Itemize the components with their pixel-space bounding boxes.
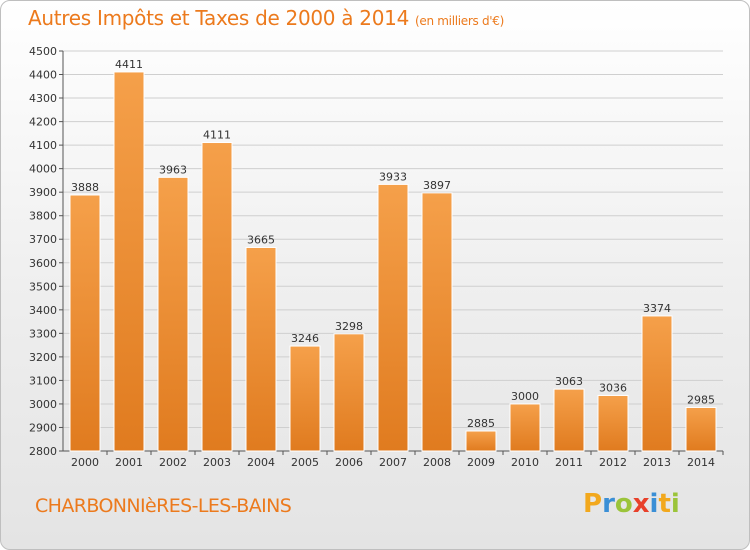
- data-label-2003: 4111: [203, 129, 231, 142]
- logo-letter: t: [658, 489, 671, 519]
- x-tick-label: 2002: [159, 456, 187, 469]
- y-tick-label: 4100: [29, 139, 57, 152]
- y-tick-label: 3700: [29, 233, 57, 246]
- bar-2004: [245, 246, 277, 452]
- bar-2008: [421, 192, 453, 452]
- data-label-2001: 4411: [115, 58, 143, 71]
- x-tick-label: 2013: [643, 456, 671, 469]
- y-tick-label: 4300: [29, 92, 57, 105]
- bar-2005: [289, 345, 321, 452]
- proxiti-logo[interactable]: Proxiti: [583, 489, 680, 519]
- data-label-2007: 3933: [379, 170, 407, 183]
- logo-letter: o: [614, 489, 633, 519]
- y-tick-label: 3200: [29, 351, 57, 364]
- y-tick-label: 3100: [29, 374, 57, 387]
- logo-letter: r: [602, 489, 615, 519]
- data-label-2014: 2985: [687, 393, 715, 406]
- bar-2011: [553, 388, 585, 452]
- data-label-2009: 2885: [467, 417, 495, 430]
- bar-2010: [509, 403, 541, 452]
- x-tick-label: 2000: [71, 456, 99, 469]
- data-label-2010: 3000: [511, 390, 539, 403]
- x-tick-label: 2012: [599, 456, 627, 469]
- chart-title-block: Autres Impôts et Taxes de 2000 à 2014 (en…: [28, 6, 504, 30]
- x-tick-label: 2001: [115, 456, 143, 469]
- chart-title: Autres Impôts et Taxes de 2000 à 2014: [28, 6, 409, 30]
- bar-2009: [465, 430, 497, 452]
- logo-letter: P: [583, 489, 603, 519]
- bar-2000: [69, 194, 101, 452]
- bar-2007: [377, 183, 409, 452]
- data-label-2008: 3897: [423, 179, 451, 192]
- x-tick-label: 2008: [423, 456, 451, 469]
- labels: 3888 4411 3963 4111 3665 3246 3298 3933 3897 2885…: [71, 58, 715, 430]
- data-label-2012: 3036: [599, 381, 627, 394]
- y-tick-label: 3500: [29, 280, 57, 293]
- bar-2002: [157, 176, 189, 452]
- bar-2014: [685, 406, 717, 452]
- data-label-2013: 3374: [643, 302, 671, 315]
- bars: [69, 71, 717, 452]
- x-tick-label: 2011: [555, 456, 583, 469]
- y-tick-label: 3300: [29, 327, 57, 340]
- chart-subtitle: (en milliers d'€): [415, 14, 505, 28]
- y-tick-label: 2900: [29, 421, 57, 434]
- data-label-2004: 3665: [247, 233, 275, 246]
- data-label-2006: 3298: [335, 320, 363, 333]
- x-tick-label: 2014: [687, 456, 715, 469]
- x-tick-label: 2004: [247, 456, 275, 469]
- y-tick-label: 4200: [29, 116, 57, 129]
- data-label-2000: 3888: [71, 181, 99, 194]
- y-tick-label: 3600: [29, 257, 57, 270]
- bar-2001: [113, 71, 145, 452]
- bar-2013: [641, 315, 673, 452]
- x-tick-label: 2005: [291, 456, 319, 469]
- y-tick-label: 4500: [29, 45, 57, 58]
- x-tick-label: 2003: [203, 456, 231, 469]
- x-tick-label: 2006: [335, 456, 363, 469]
- y-tick-label: 3800: [29, 210, 57, 223]
- bar-2006: [333, 333, 365, 452]
- data-label-2002: 3963: [159, 163, 187, 176]
- logo-letter: x: [632, 489, 650, 519]
- x-tick-label: 2009: [467, 456, 495, 469]
- x-tick-label: 2007: [379, 456, 407, 469]
- data-label-2011: 3063: [555, 375, 583, 388]
- y-tick-label: 4000: [29, 163, 57, 176]
- y-tick-label: 2800: [29, 445, 57, 458]
- logo-letter: i: [649, 489, 659, 519]
- y-tick-label: 3900: [29, 186, 57, 199]
- logo-letter: i: [670, 489, 680, 519]
- y-tick-label: 3000: [29, 398, 57, 411]
- data-label-2005: 3246: [291, 332, 319, 345]
- y-tick-label: 3400: [29, 304, 57, 317]
- bar-2012: [597, 394, 629, 452]
- y-tick-label: 4400: [29, 69, 57, 82]
- town-name: CHARBONNIèRES-LES-BAINS: [35, 495, 292, 517]
- x-tick-label: 2010: [511, 456, 539, 469]
- bar-2003: [201, 142, 233, 452]
